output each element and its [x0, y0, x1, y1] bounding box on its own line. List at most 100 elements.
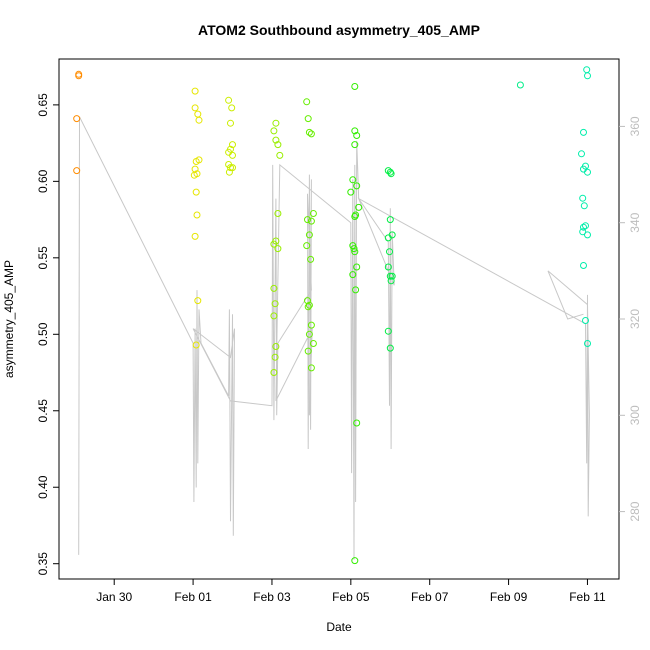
data-point: [274, 141, 282, 149]
right-tick-label: 360: [628, 116, 642, 136]
data-point: [274, 210, 282, 217]
data-point: [580, 202, 588, 210]
data-point: [191, 104, 199, 112]
y-tick-label: 0.40: [36, 475, 50, 499]
data-point: [229, 141, 236, 149]
data-point: [578, 150, 585, 158]
data-point: [580, 262, 587, 269]
data-point: [272, 119, 280, 127]
data-point: [229, 151, 236, 159]
y-tick-label: 0.65: [36, 93, 50, 117]
data-point: [347, 188, 355, 196]
data-point: [352, 211, 360, 219]
data-point: [303, 242, 311, 250]
data-point: [353, 132, 361, 139]
y-axis-label: asymmetry_405_AMP: [2, 260, 16, 378]
x-axis-label: Date: [326, 620, 352, 634]
data-point: [388, 272, 396, 280]
data-point: [73, 167, 81, 175]
data-point: [270, 127, 278, 135]
data-point: [309, 340, 317, 347]
data-point: [305, 301, 313, 309]
y-axis: 0.35 0.40 0.45 0.50 0.55 0.60 0.65: [36, 93, 59, 576]
data-point: [351, 141, 359, 149]
chart-title: ATOM2 Southbound asymmetry_405_AMP: [198, 22, 480, 38]
data-point: [305, 231, 313, 239]
x-tick-label: Feb 01: [174, 590, 212, 604]
data-point: [271, 353, 279, 361]
data-point: [350, 245, 358, 253]
data-point: [384, 234, 392, 242]
data-point: [582, 222, 589, 230]
right-tick-label: 320: [628, 309, 642, 329]
data-point: [270, 240, 278, 248]
data-point: [303, 98, 311, 106]
x-tick-label: Feb 07: [411, 590, 449, 604]
data-point: [584, 340, 591, 347]
data-point: [304, 347, 312, 355]
data-point: [305, 330, 313, 338]
x-tick-label: Feb 11: [569, 590, 606, 604]
right-series-layer: [78, 116, 590, 560]
data-point: [307, 364, 315, 372]
data-point: [73, 115, 81, 123]
data-point: [579, 228, 587, 236]
y-tick-label: 0.60: [36, 169, 50, 193]
x-tick-label: Feb 03: [253, 590, 291, 604]
data-point: [191, 87, 199, 95]
data-point: [351, 248, 359, 256]
data-point: [192, 188, 200, 196]
data-point: [384, 263, 392, 271]
data-point: [580, 165, 587, 173]
data-point: [355, 203, 363, 211]
data-point: [305, 128, 313, 136]
y-tick-label: 0.45: [36, 399, 50, 423]
data-point: [192, 341, 200, 349]
data-point: [351, 127, 359, 135]
data-point: [270, 284, 278, 292]
data-point: [307, 217, 315, 225]
data-point: [580, 128, 587, 136]
data-point: [193, 211, 201, 219]
data-point: [228, 104, 236, 112]
data-point: [307, 321, 315, 329]
data-point: [584, 72, 591, 80]
data-point: [584, 231, 591, 239]
data-point: [353, 263, 361, 271]
data-point: [225, 168, 233, 176]
data-point: [307, 130, 315, 138]
data-point: [387, 277, 395, 285]
data-point: [194, 297, 202, 305]
data-point: [227, 164, 234, 172]
data-point: [304, 115, 312, 123]
data-point: [353, 182, 361, 190]
data-point: [272, 136, 280, 144]
data-point: [386, 344, 394, 352]
data-point: [580, 223, 587, 231]
y-tick-label: 0.35: [36, 552, 50, 576]
points-layer: [73, 66, 591, 565]
right-axis: 280 300 320 340 360: [619, 116, 642, 522]
right-tick-label: 340: [628, 212, 642, 232]
data-point: [516, 81, 524, 89]
data-point: [191, 232, 199, 240]
data-point: [227, 119, 234, 127]
x-tick-label: Feb 05: [332, 590, 370, 604]
data-point: [309, 210, 317, 217]
data-point: [272, 343, 280, 350]
x-tick-label: Jan 30: [96, 590, 132, 604]
data-point: [351, 557, 359, 565]
data-point: [386, 272, 394, 280]
data-point: [352, 286, 360, 294]
data-point: [190, 171, 198, 179]
data-point: [583, 66, 591, 74]
data-point: [384, 327, 392, 335]
data-point: [582, 317, 589, 324]
data-point: [195, 116, 203, 124]
data-point: [353, 419, 361, 427]
plot-frame: [58, 58, 620, 580]
data-point: [194, 110, 202, 118]
data-point: [351, 83, 359, 90]
y-tick-label: 0.55: [36, 246, 50, 270]
